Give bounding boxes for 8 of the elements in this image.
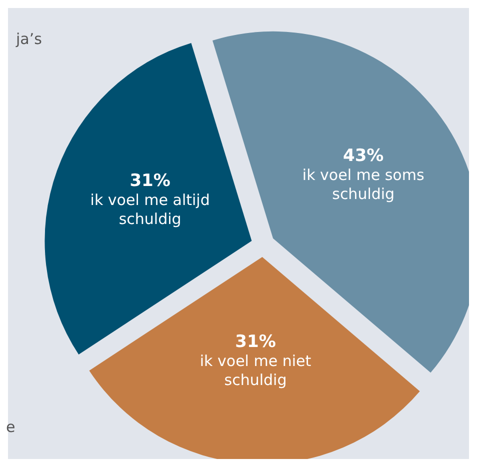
slice-label: ik voel me niet schuldig xyxy=(200,352,312,389)
slice-label: ik voel me altijd schuldig xyxy=(90,191,210,228)
text: ja’s xyxy=(16,30,42,48)
data-label: 31% xyxy=(235,332,276,352)
text: e xyxy=(6,418,16,436)
data-label: 31% xyxy=(130,171,170,192)
slice-label: ik voel me soms schuldig xyxy=(302,166,424,204)
data-label: 43% xyxy=(343,146,384,166)
